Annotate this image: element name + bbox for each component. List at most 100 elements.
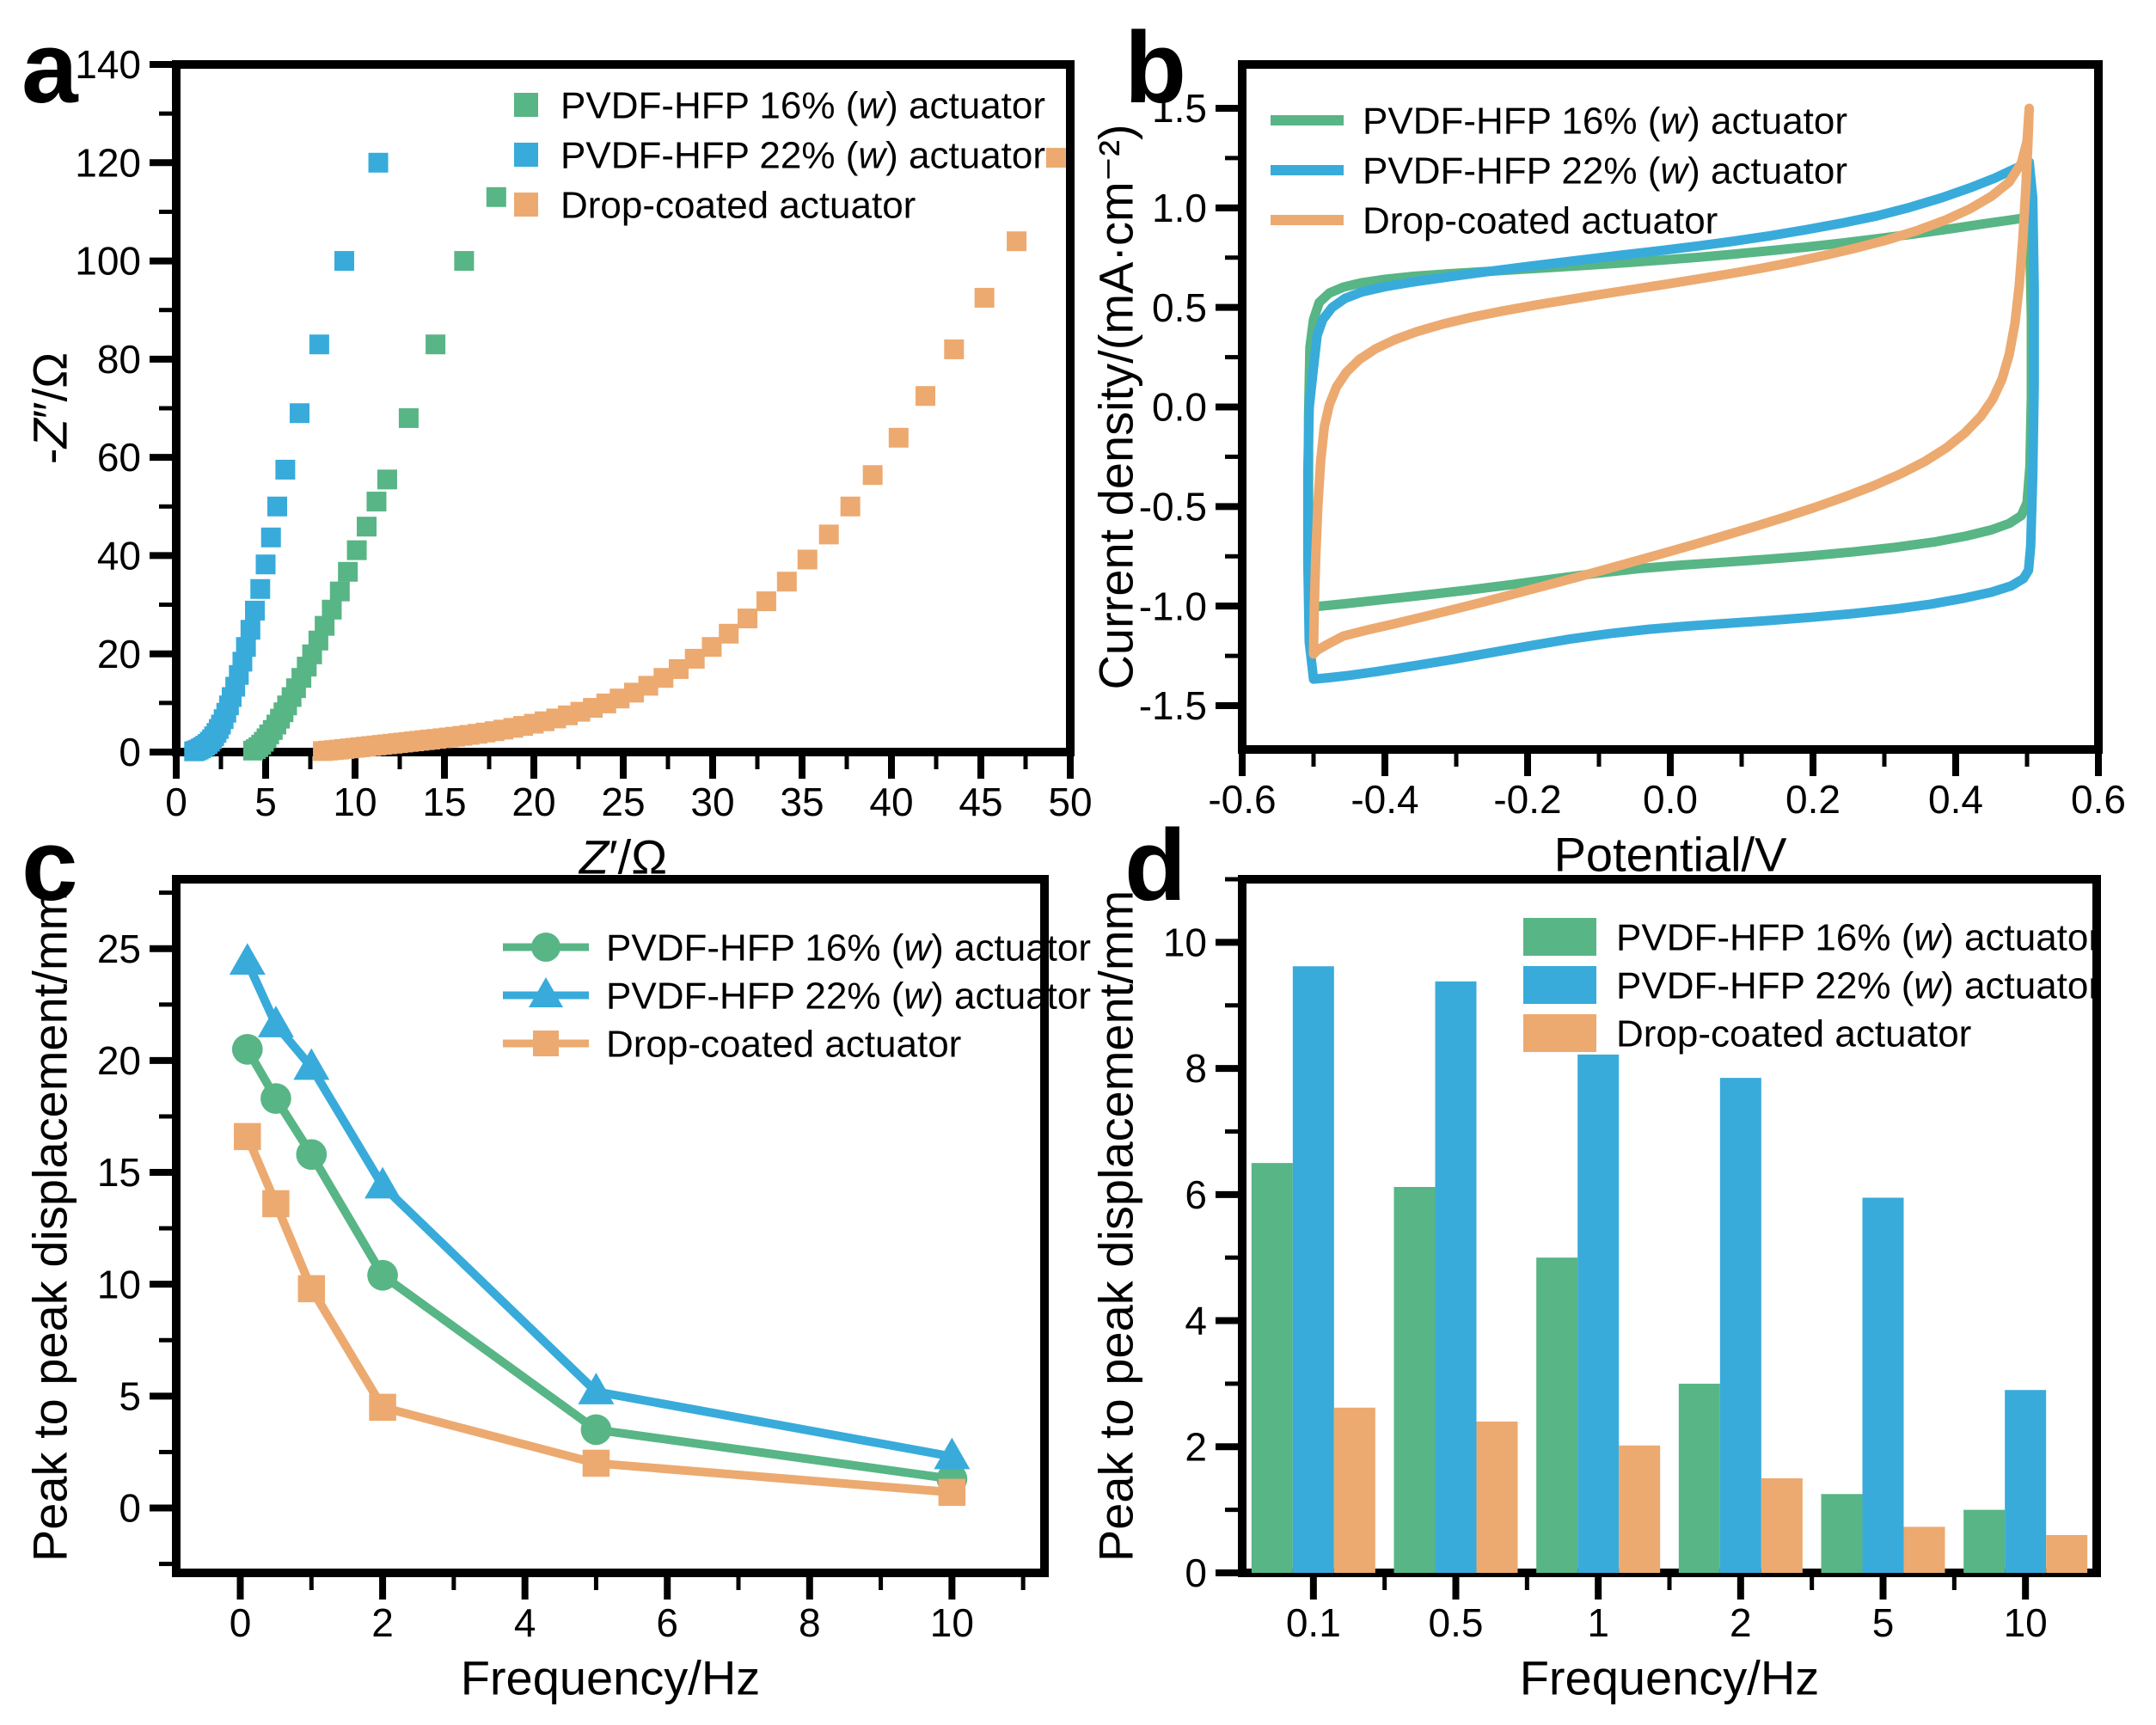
cyclic-voltammetry-chart-x-axis-title: Potential/V xyxy=(1554,828,1787,882)
svg-text:6: 6 xyxy=(1185,1172,1207,1217)
displacement-frequency-bar-chart-legend: PVDF-HFP 16% (w) actuator PVDF-HFP 22% (w… xyxy=(1523,916,2101,1055)
cyclic-voltammetry-chart-legend-label-1: PVDF-HFP 16% (w) actuator xyxy=(1363,100,1847,142)
displacement-frequency-bar-chart-axis-titles: Frequency/Hz Peak to peak displacement/mm xyxy=(1089,890,1820,1705)
svg-text:10: 10 xyxy=(2004,1600,2048,1645)
panel-letter-d: d xyxy=(1124,809,1187,922)
nyquist-impedance-chart-legend-label-3: Drop-coated actuator xyxy=(560,184,916,226)
displacement-frequency-line-chart-y-axis-title: Peak to peak displacement/mm xyxy=(23,890,77,1562)
displacement-frequency-line-chart-series-1 xyxy=(231,1033,968,1495)
cyclic-voltammetry-chart-series-2 xyxy=(1302,157,2039,684)
nyquist-impedance-chart-y-axis-title: -Z″/Ω xyxy=(23,352,77,464)
nyquist-impedance-chart: 0 5 10 15 20 25 30 35 40 45 50020406080100120140Z′… xyxy=(23,42,1093,884)
panel-letter-a: a xyxy=(21,11,78,125)
svg-text:-0.4: -0.4 xyxy=(1351,777,1418,822)
svg-text:25: 25 xyxy=(601,780,645,824)
cyclic-voltammetry-chart-series-3 xyxy=(1308,103,2034,659)
svg-text:-1.5: -1.5 xyxy=(1139,683,1207,728)
displacement-frequency-bar-chart-legend-label-2: PVDF-HFP 22% (w) actuator xyxy=(1616,964,2101,1006)
panel-letter-b: b xyxy=(1124,11,1187,125)
displacement-frequency-line-chart-series-2 xyxy=(229,943,971,1470)
cyclic-voltammetry-chart-axes xyxy=(1216,60,2103,776)
svg-text:-0.2: -0.2 xyxy=(1493,777,1561,822)
svg-text:35: 35 xyxy=(780,780,824,824)
svg-text:20: 20 xyxy=(97,632,141,676)
displacement-frequency-line-chart-tick-labels: 0 2 4 6 8 10 0 5 10 15 20 25 xyxy=(97,927,974,1645)
svg-text:100: 100 xyxy=(75,239,141,284)
displacement-frequency-bar-chart-y-axis-title: Peak to peak displacement/mm xyxy=(1089,890,1143,1562)
svg-text:0.2: 0.2 xyxy=(1785,777,1841,822)
svg-text:-0.6: -0.6 xyxy=(1208,777,1276,822)
cyclic-voltammetry-chart-legend-label-3: Drop-coated actuator xyxy=(1363,199,1718,242)
svg-text:8: 8 xyxy=(1185,1046,1207,1091)
svg-text:5: 5 xyxy=(119,1373,141,1418)
svg-text:0: 0 xyxy=(165,780,187,824)
displacement-frequency-line-chart-legend-label-3: Drop-coated actuator xyxy=(606,1023,961,1065)
displacement-frequency-bar-chart-legend-label-1: PVDF-HFP 16% (w) actuator xyxy=(1616,916,2101,958)
cyclic-voltammetry-chart-tick-labels: -0.6 -0.4 -0.2 0.0 0.2 0.4 0.6 -1.5 -1.0 -0.5 0.0 0… xyxy=(1139,86,2126,822)
nyquist-impedance-chart-legend-label-2: PVDF-HFP 22% (w) actuator xyxy=(560,134,1045,176)
displacement-frequency-line-chart-legend: PVDF-HFP 16% (w) actuator PVDF-HFP 22% (w… xyxy=(503,927,1091,1065)
displacement-frequency-line-chart-legend-label-1: PVDF-HFP 16% (w) actuator xyxy=(606,927,1091,969)
nyquist-impedance-chart-axes xyxy=(150,60,1075,779)
displacement-frequency-bar-chart-x-axis-title: Frequency/Hz xyxy=(1520,1651,1820,1705)
svg-text:4: 4 xyxy=(1185,1299,1207,1343)
displacement-frequency-bar-chart-series-2 xyxy=(1292,966,2047,1573)
svg-text:60: 60 xyxy=(97,435,141,480)
svg-text:120: 120 xyxy=(75,140,141,185)
svg-text:0: 0 xyxy=(119,730,141,774)
svg-text:25: 25 xyxy=(97,927,141,971)
svg-text:6: 6 xyxy=(656,1600,678,1645)
displacement-frequency-line-chart-x-axis-title: Frequency/Hz xyxy=(461,1651,761,1705)
nyquist-impedance-chart-series-2 xyxy=(184,152,389,762)
svg-text:1.5: 1.5 xyxy=(1152,86,1207,131)
displacement-frequency-bar-chart-series-1 xyxy=(1251,1163,2006,1573)
svg-text:15: 15 xyxy=(97,1150,141,1195)
svg-text:-1.0: -1.0 xyxy=(1139,584,1207,628)
svg-text:20: 20 xyxy=(511,780,555,824)
displacement-frequency-bar-chart-tick-labels: 0.1 0.5 1 2 5 10 0 2 4 6 8 10 xyxy=(1163,920,2048,1645)
svg-text:0.1: 0.1 xyxy=(1286,1600,1341,1645)
svg-text:4: 4 xyxy=(514,1600,536,1645)
svg-text:0.5: 0.5 xyxy=(1429,1600,1484,1645)
cyclic-voltammetry-chart-legend-label-2: PVDF-HFP 22% (w) actuator xyxy=(1363,150,1847,192)
displacement-frequency-bar-chart-axes xyxy=(1216,875,2101,1600)
svg-text:30: 30 xyxy=(690,780,734,824)
svg-text:10: 10 xyxy=(333,780,377,824)
displacement-frequency-line-chart-series-3 xyxy=(234,1122,966,1507)
displacement-frequency-bar-chart-series-3 xyxy=(1333,1407,2088,1573)
nyquist-impedance-chart-legend: PVDF-HFP 16% (w) actuator PVDF-HFP 22% (w… xyxy=(514,84,1045,226)
svg-text:0: 0 xyxy=(1185,1551,1207,1595)
svg-text:2: 2 xyxy=(1730,1600,1752,1645)
svg-text:10: 10 xyxy=(97,1262,141,1306)
displacement-frequency-bar-chart: 0.1 0.5 1 2 5 10 0 2 4 6 8 10 Frequency/Hz Peak to pe… xyxy=(1089,875,2101,1705)
cyclic-voltammetry-chart-legend: PVDF-HFP 16% (w) actuator PVDF-HFP 22% (w… xyxy=(1271,100,1847,242)
svg-text:8: 8 xyxy=(799,1600,821,1645)
svg-text:45: 45 xyxy=(959,780,1002,824)
svg-text:10: 10 xyxy=(930,1600,974,1645)
panel-letter-c: c xyxy=(21,809,78,922)
cyclic-voltammetry-chart-y-axis-title: Current density/(mA·cm⁻²) xyxy=(1089,124,1143,689)
svg-text:15: 15 xyxy=(422,780,466,824)
svg-text:1: 1 xyxy=(1587,1600,1609,1645)
nyquist-impedance-chart-series-3 xyxy=(313,148,1066,762)
svg-text:1.0: 1.0 xyxy=(1152,186,1207,230)
displacement-frequency-line-chart-axis-titles: Frequency/Hz Peak to peak displacement/mm xyxy=(23,890,761,1705)
svg-text:0.0: 0.0 xyxy=(1152,385,1207,430)
displacement-frequency-line-chart-axes xyxy=(150,875,1049,1600)
svg-text:0: 0 xyxy=(119,1486,141,1531)
nyquist-impedance-chart-legend-label-1: PVDF-HFP 16% (w) actuator xyxy=(560,84,1045,126)
svg-text:140: 140 xyxy=(75,42,141,87)
nyquist-impedance-chart-tick-labels: 0 5 10 15 20 25 30 35 40 45 50 0 20 40 60 80 100 120 140 xyxy=(75,42,1092,824)
svg-text:0.5: 0.5 xyxy=(1152,285,1207,330)
svg-text:2: 2 xyxy=(371,1600,394,1645)
svg-text:40: 40 xyxy=(869,780,913,824)
displacement-frequency-line-chart-legend-label-2: PVDF-HFP 22% (w) actuator xyxy=(606,975,1091,1017)
svg-text:0: 0 xyxy=(230,1600,252,1645)
svg-text:40: 40 xyxy=(97,534,141,578)
svg-text:50: 50 xyxy=(1048,780,1092,824)
svg-text:0.6: 0.6 xyxy=(2071,777,2126,822)
displacement-frequency-bar-chart-legend-label-3: Drop-coated actuator xyxy=(1616,1012,1971,1055)
cyclic-voltammetry-chart: -0.6 -0.4 -0.2 0.0 0.2 0.4 0.6 -1.5 -1.0 -0.5 0.0 0… xyxy=(1089,60,2126,882)
